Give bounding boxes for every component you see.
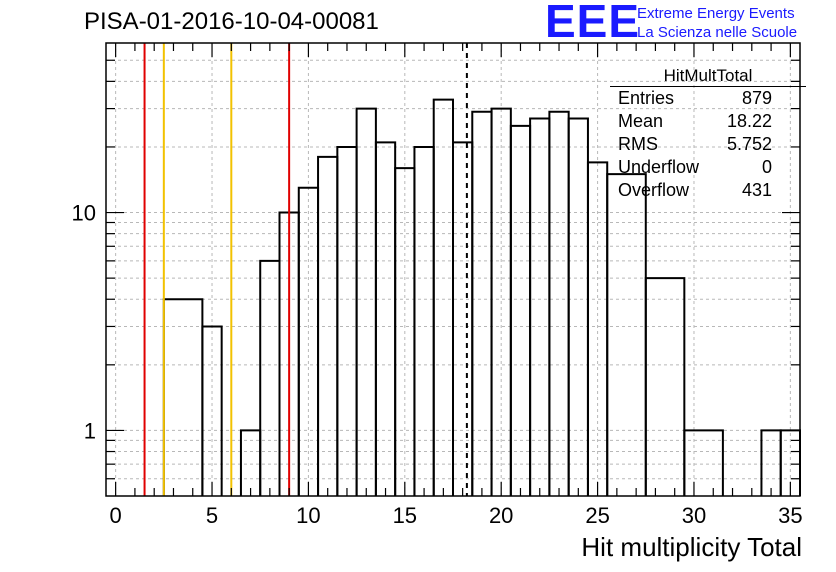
x-tick-label: 0 xyxy=(110,503,122,528)
stats-label: Underflow xyxy=(618,157,700,177)
logo-caption-line-2: La Scienza nelle Scuole xyxy=(637,24,798,41)
histogram-bin xyxy=(548,110,570,496)
histogram-bin xyxy=(471,110,493,496)
histogram-bin xyxy=(760,429,782,496)
histogram-bin xyxy=(452,141,474,496)
histogram-bin xyxy=(529,117,551,496)
histogram-bin xyxy=(644,277,686,496)
stats-row-overflow: Overflow 431 xyxy=(610,179,806,202)
y-tick-label: 1 xyxy=(84,418,96,443)
stats-row-underflow: Underflow 0 xyxy=(610,156,806,179)
y-tick-label: 10 xyxy=(72,201,96,226)
histogram-series xyxy=(162,98,801,496)
histogram-bin xyxy=(297,186,320,496)
stats-label: Mean xyxy=(618,111,664,131)
histogram-bin xyxy=(606,173,647,496)
stats-row-rms: RMS 5.752 xyxy=(610,133,806,156)
stats-label: RMS xyxy=(618,134,658,154)
x-tick-label: 20 xyxy=(489,503,513,528)
stats-value: 5.752 xyxy=(726,134,772,154)
reference-lines xyxy=(143,43,468,496)
x-tick-label: 5 xyxy=(206,503,218,528)
histogram-bin xyxy=(683,429,724,496)
stats-value: 879 xyxy=(741,88,772,108)
stats-box: HitMultTotal Entries 879 Mean 18.22 RMS … xyxy=(610,66,806,202)
axes: 0 5 10 15 20 25 30 35 1 10 xyxy=(72,42,803,528)
logo-caption-line-1: Extreme Energy Events xyxy=(637,5,795,22)
x-tick-label: 15 xyxy=(393,503,417,528)
histogram-bin xyxy=(413,145,435,496)
x-tick-label: 30 xyxy=(682,503,706,528)
histogram-bin xyxy=(259,259,281,496)
stats-label: Overflow xyxy=(618,180,690,200)
stats-row-entries: Entries 879 xyxy=(610,87,806,110)
logo-caption: Extreme Energy Events La Scienza nelle S… xyxy=(637,4,797,42)
histogram-bin xyxy=(567,117,589,496)
stats-title: HitMultTotal xyxy=(610,66,806,87)
stats-value: 18.22 xyxy=(726,111,772,131)
x-tick-label: 10 xyxy=(296,503,320,528)
page-title: PISA-01-2016-10-04-00081 xyxy=(84,8,379,35)
stats-value: 0 xyxy=(761,157,772,177)
x-tick-label: 25 xyxy=(585,503,609,528)
plot-frame xyxy=(105,42,801,497)
stats-value: 431 xyxy=(741,180,772,200)
stats-label: Entries xyxy=(618,88,675,108)
histogram-bin xyxy=(432,98,454,496)
stats-row-mean: Mean 18.22 xyxy=(610,110,806,133)
histogram-bin xyxy=(355,107,377,496)
histogram-bin xyxy=(162,298,204,496)
histogram-bin xyxy=(374,141,397,496)
eee-logo: EEE xyxy=(545,0,641,47)
histogram-bin xyxy=(201,325,223,496)
histogram-bin xyxy=(336,145,358,496)
x-axis-label: Hit multiplicity Total xyxy=(581,532,802,562)
x-tick-label: 35 xyxy=(778,503,802,528)
